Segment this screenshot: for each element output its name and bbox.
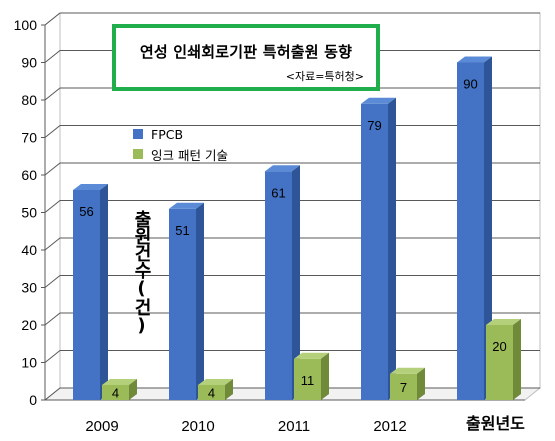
bar-ink-2010-side — [225, 379, 233, 400]
bar-ink-2009-side — [129, 379, 137, 400]
x-tick-label: 2012 — [373, 418, 406, 435]
bar-fpcb-2011 — [265, 171, 292, 400]
y-tick-label: 80 — [21, 92, 37, 108]
legend: FPCB 잉크 패턴 기술 — [133, 124, 228, 164]
x-axis-label: 출원년도 — [464, 410, 527, 434]
bar-ink-2013 — [486, 325, 513, 400]
bar-ink-2011-side — [321, 352, 329, 400]
bar-ink-2013-label: 20 — [492, 339, 506, 354]
x-tick-label: 2011 — [278, 418, 310, 435]
bar-ink-2012-top — [390, 367, 425, 374]
bar-ink-2012 — [390, 373, 417, 400]
bar-fpcb-2012-side — [388, 97, 396, 400]
bar-ink-2010-top — [198, 379, 233, 385]
y-tick-label: 0 — [29, 392, 37, 408]
y-tick-label: 50 — [21, 205, 37, 221]
legend-item-fpcb: FPCB — [133, 124, 228, 144]
bar-fpcb-2013 — [457, 62, 484, 400]
bar-ink-2011-top — [294, 352, 329, 359]
y-tick-label: 100 — [14, 17, 38, 33]
bar-fpcb-2009-side — [100, 184, 108, 400]
chart-title: 연성 인쇄회로기판 특허출원 동향 — [139, 43, 353, 61]
y-tick-label: 20 — [21, 317, 37, 333]
bar-fpcb-2010-top — [169, 202, 204, 209]
y-tick-label: 60 — [21, 167, 37, 183]
bar-fpcb-2011-label: 61 — [271, 185, 285, 200]
bar-fpcb-2009 — [73, 190, 100, 400]
bar-ink-2012-label: 7 — [400, 380, 407, 395]
bar-fpcb-2012-top — [361, 97, 396, 104]
bar-ink-2011-label: 11 — [301, 373, 315, 388]
bar-fpcb-2009-top — [73, 184, 108, 190]
y-tick-label: 30 — [21, 280, 37, 296]
bar-fpcb-2010 — [169, 208, 196, 400]
bar-ink-2009 — [102, 385, 129, 400]
legend-swatch-fpcb — [133, 129, 143, 139]
bar-ink-2010-label: 4 — [208, 386, 215, 401]
bar-ink-2009-label: 4 — [112, 386, 119, 401]
bar-fpcb-2013-top — [457, 56, 492, 63]
gridline — [44, 50, 540, 63]
bar-ink-2013-top — [486, 319, 521, 325]
legend-swatch-ink — [133, 149, 143, 159]
chart-title-box: 연성 인쇄회로기판 특허출원 동향 <자료=특허청> — [112, 24, 380, 91]
bar-ink-2012-side — [417, 367, 425, 400]
x-tick-label: 2009 — [85, 418, 118, 435]
gridline — [44, 87, 540, 101]
bar-ink-2009-top — [102, 379, 137, 385]
bar-fpcb-2011-side — [292, 165, 300, 400]
chart-subtitle: <자료=특허청> — [285, 70, 364, 83]
bar-ink-2010 — [198, 385, 225, 400]
bar-fpcb-2012 — [361, 103, 388, 400]
bar-fpcb-2012-label: 79 — [367, 118, 381, 133]
bar-ink-2013-side — [513, 319, 521, 400]
y-tick-label: 70 — [21, 130, 37, 146]
y-tick-label: 90 — [21, 55, 37, 71]
y-tick-label: 40 — [21, 242, 37, 258]
legend-label-fpcb: FPCB — [151, 126, 184, 142]
legend-label-ink: 잉크 패턴 기술 — [151, 147, 228, 163]
bar-ink-2011 — [294, 358, 321, 400]
y-axis-label: 출원건수(건) — [131, 210, 152, 335]
gridline — [44, 12, 540, 26]
bar-fpcb-2011-top — [265, 165, 300, 172]
bar-fpcb-2010-side — [196, 202, 204, 400]
y-tick-label: 10 — [21, 355, 37, 371]
bar-fpcb-2010-label: 51 — [175, 223, 189, 238]
bar-fpcb-2013-side — [484, 56, 492, 400]
bar-fpcb-2009-label: 56 — [79, 204, 93, 219]
legend-item-ink: 잉크 패턴 기술 — [133, 144, 228, 164]
x-tick-label: 2010 — [181, 418, 214, 435]
bar-fpcb-2013-label: 90 — [463, 77, 477, 92]
